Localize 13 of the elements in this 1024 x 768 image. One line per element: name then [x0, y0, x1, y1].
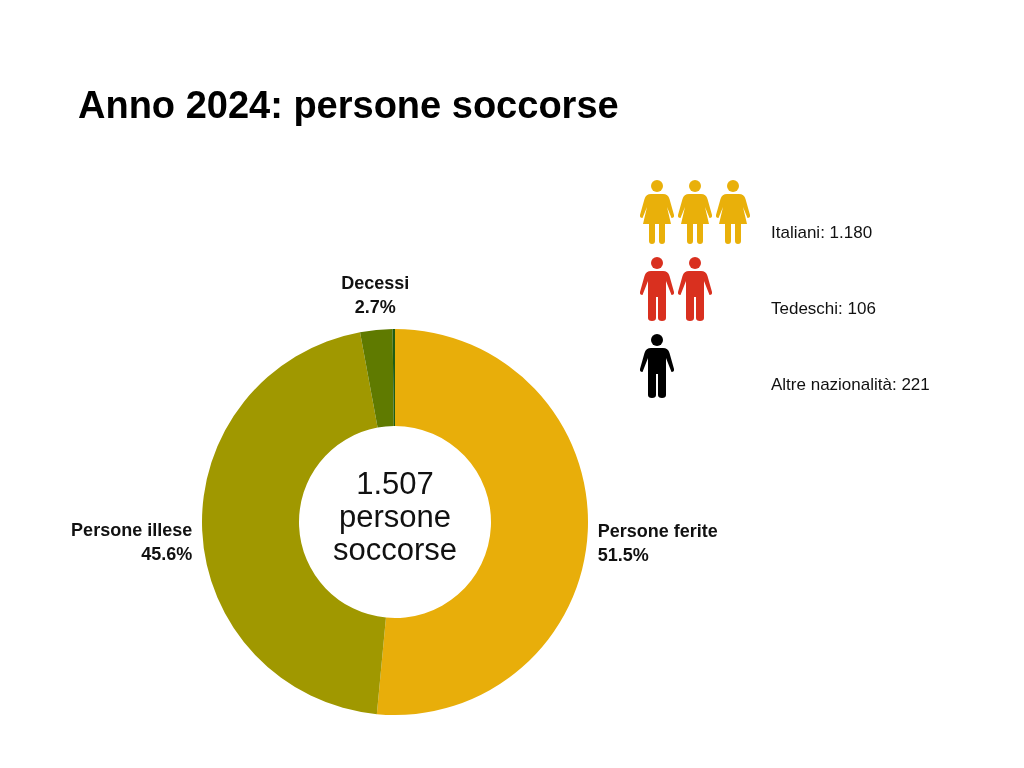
slice-label: Decessi — [341, 272, 410, 293]
slice-label: Persone illese — [71, 519, 193, 540]
text: 1.507 persone soccorse — [332, 466, 458, 567]
text: Tedeschi: 106 — [771, 299, 876, 318]
text: Altre nazionalità: 221 — [771, 375, 930, 394]
donut-slice — [360, 329, 394, 428]
chart-title: Anno 2024: persone soccorse — [78, 84, 619, 126]
data-label: 2.7% — [354, 296, 396, 317]
donut-slice — [392, 329, 395, 427]
data-label: 45.6% — [141, 543, 193, 564]
text: Italiani: 1.180 — [771, 223, 873, 242]
slice-label: Persone ferite — [597, 520, 718, 541]
data-label: 51.5% — [597, 544, 649, 565]
